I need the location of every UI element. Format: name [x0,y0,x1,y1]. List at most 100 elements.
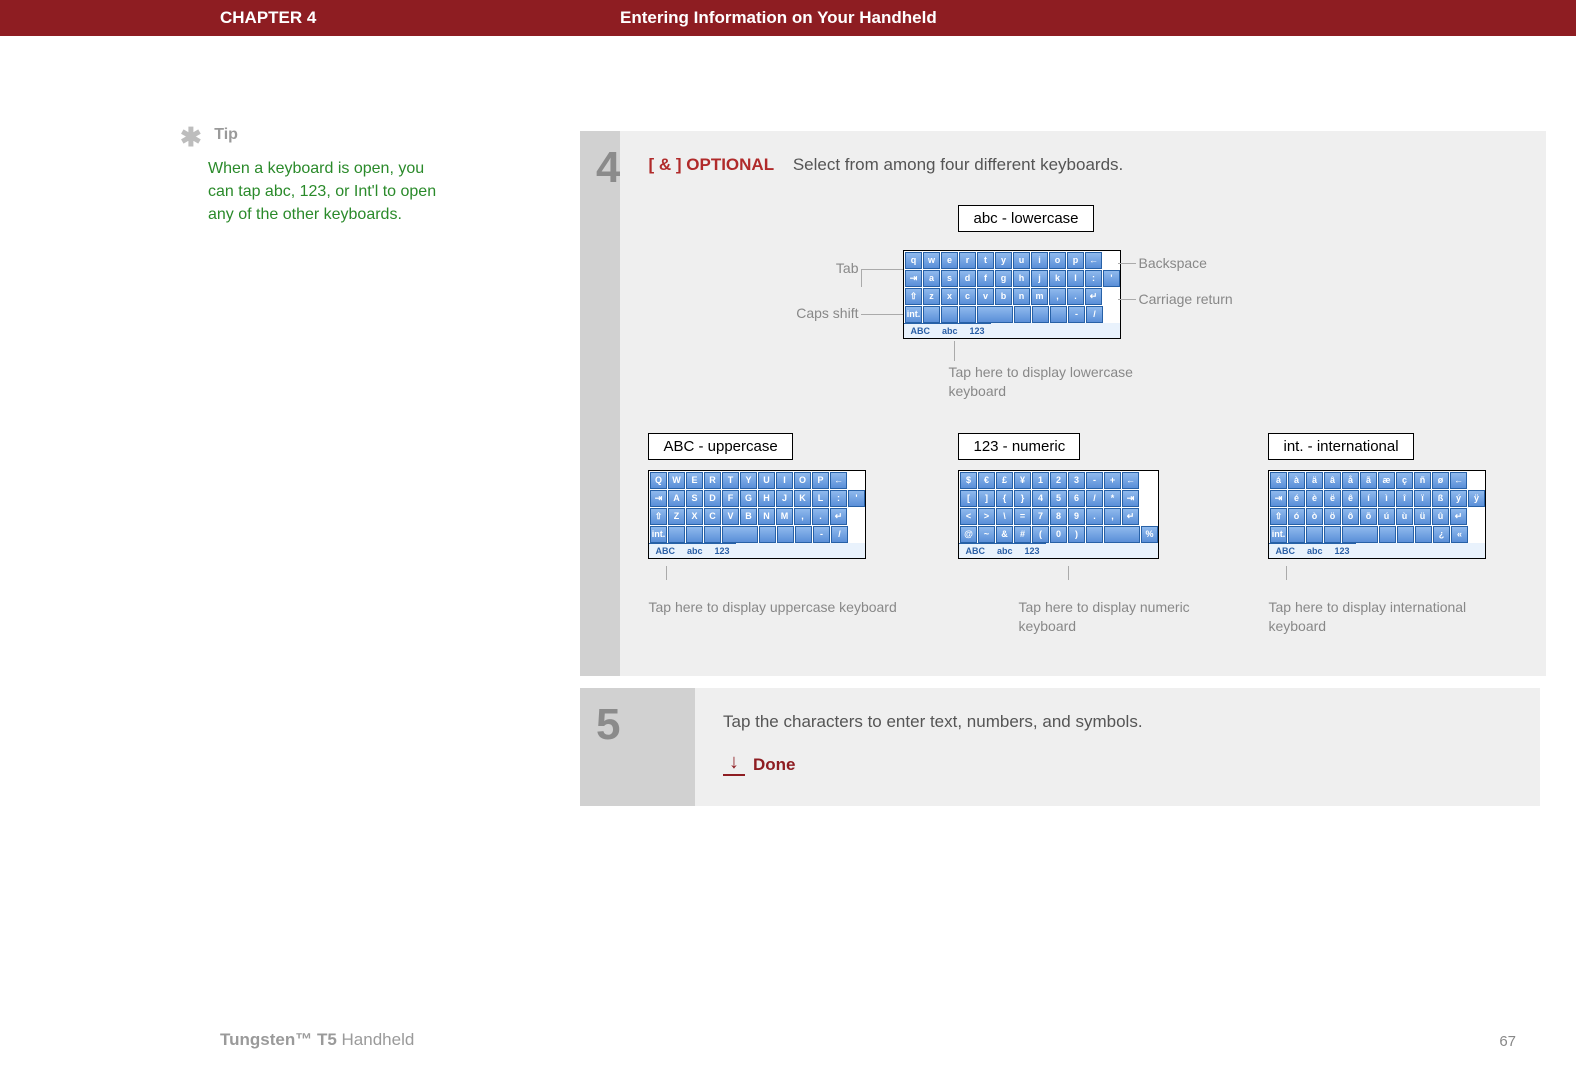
keyboard-mode-tab[interactable]: abc [681,543,709,558]
keyboard-key[interactable]: - [1068,306,1085,323]
keyboard-key[interactable]: g [995,270,1012,287]
keyboard-key[interactable]: % [1141,526,1158,543]
keyboard-key[interactable]: 0 [1050,526,1067,543]
keyboard-key[interactable]: > [978,508,995,525]
keyboard-key[interactable]: ä [1306,472,1323,489]
keyboard-key[interactable]: ü [1414,508,1431,525]
keyboard-key[interactable] [1014,306,1031,323]
keyboard-key[interactable]: w [923,252,940,269]
keyboard-key[interactable]: : [830,490,847,507]
keyboard-key[interactable] [959,306,976,323]
keyboard-key[interactable]: ç [1396,472,1413,489]
keyboard-key[interactable]: 1 [1032,472,1049,489]
keyboard-key[interactable]: ] [978,490,995,507]
keyboard-key[interactable] [686,526,703,543]
keyboard-key[interactable]: ñ [1414,472,1431,489]
keyboard-key[interactable]: ú [1378,508,1395,525]
keyboard-key[interactable]: I [776,472,793,489]
keyboard-key[interactable]: å [1342,472,1359,489]
keyboard-key[interactable]: u [1013,252,1030,269]
keyboard-key[interactable]: W [668,472,685,489]
keyboard-key[interactable] [1086,526,1103,543]
keyboard-key[interactable] [923,306,940,323]
keyboard-key[interactable]: . [1086,508,1103,525]
keyboard-key[interactable]: ← [1085,252,1102,269]
keyboard-key[interactable]: ï [1414,490,1431,507]
keyboard-key[interactable]: n [1013,288,1030,305]
keyboard-key[interactable]: k [1049,270,1066,287]
keyboard-key[interactable]: # [1014,526,1031,543]
keyboard-key[interactable] [977,306,1013,323]
keyboard-mode-tab[interactable]: abc [1301,543,1329,558]
keyboard-key[interactable]: \ [996,508,1013,525]
keyboard-key[interactable]: C [704,508,721,525]
keyboard-key[interactable]: s [941,270,958,287]
keyboard-key[interactable]: ) [1068,526,1085,543]
keyboard-key[interactable]: = [1014,508,1031,525]
keyboard-key[interactable]: int. [650,526,667,543]
keyboard-key[interactable]: ß [1432,490,1449,507]
keyboard-key[interactable]: K [794,490,811,507]
keyboard-key[interactable]: , [794,508,811,525]
keyboard-key[interactable] [1415,526,1432,543]
keyboard-key[interactable]: , [1104,508,1121,525]
keyboard-key[interactable]: Z [668,508,685,525]
keyboard-key[interactable]: y [995,252,1012,269]
keyboard-key[interactable]: j [1031,270,1048,287]
keyboard-key[interactable] [1324,526,1341,543]
keyboard-key[interactable]: E [686,472,703,489]
keyboard-key[interactable]: î [1396,490,1413,507]
keyboard-key[interactable]: è [1306,490,1323,507]
keyboard-key[interactable]: V [722,508,739,525]
keyboard-key[interactable]: à [1288,472,1305,489]
keyboard-key[interactable]: ↵ [830,508,847,525]
keyboard-mode-tab[interactable]: 123 [1329,543,1356,558]
keyboard-key[interactable]: 8 [1050,508,1067,525]
keyboard-key[interactable]: J [776,490,793,507]
keyboard-key[interactable]: U [758,472,775,489]
keyboard-key[interactable]: $ [960,472,977,489]
keyboard-key[interactable]: F [722,490,739,507]
keyboard-key[interactable]: z [923,288,940,305]
keyboard-key[interactable]: D [704,490,721,507]
keyboard-key[interactable]: í [1360,490,1377,507]
keyboard-key[interactable]: p [1067,252,1084,269]
keyboard-key[interactable]: T [722,472,739,489]
keyboard-key[interactable]: ← [830,472,847,489]
keyboard-key[interactable]: ó [1288,508,1305,525]
keyboard-key[interactable] [1288,526,1305,543]
keyboard-key[interactable]: - [813,526,830,543]
keyboard-key[interactable]: { [996,490,1013,507]
keyboard-key[interactable]: € [978,472,995,489]
keyboard-key[interactable]: e [941,252,958,269]
keyboard-key[interactable]: 7 [1032,508,1049,525]
keyboard-key[interactable]: ↵ [1450,508,1467,525]
keyboard-key[interactable] [1342,526,1378,543]
keyboard-key[interactable]: X [686,508,703,525]
keyboard-key[interactable]: £ [996,472,1013,489]
keyboard-key[interactable] [777,526,794,543]
keyboard-mode-tab[interactable]: 123 [1019,543,1046,558]
keyboard-key[interactable]: - [1086,472,1103,489]
keyboard-key[interactable]: O [794,472,811,489]
keyboard-key[interactable] [1104,526,1140,543]
keyboard-key[interactable]: H [758,490,775,507]
keyboard-key[interactable]: N [758,508,775,525]
keyboard-key[interactable]: â [1324,472,1341,489]
keyboard-key[interactable]: P [812,472,829,489]
keyboard-key[interactable]: B [740,508,757,525]
keyboard-mode-tab[interactable]: 123 [964,323,991,338]
keyboard-key[interactable]: ↵ [1085,288,1102,305]
keyboard-key[interactable]: 6 [1068,490,1085,507]
keyboard-key[interactable]: ← [1450,472,1467,489]
keyboard-key[interactable]: ( [1032,526,1049,543]
keyboard-key[interactable]: õ [1360,508,1377,525]
keyboard-key[interactable]: ⇧ [905,288,922,305]
keyboard-key[interactable]: } [1014,490,1031,507]
keyboard-key[interactable]: q [905,252,922,269]
keyboard-key[interactable]: ' [1103,270,1120,287]
keyboard-key[interactable] [1032,306,1049,323]
keyboard-key[interactable]: û [1432,508,1449,525]
keyboard-lowercase[interactable]: qwertyuiop←⇥asdfghjkl:'⇧zxcvbnm,.↵int.-/… [903,250,1121,339]
keyboard-key[interactable]: i [1031,252,1048,269]
